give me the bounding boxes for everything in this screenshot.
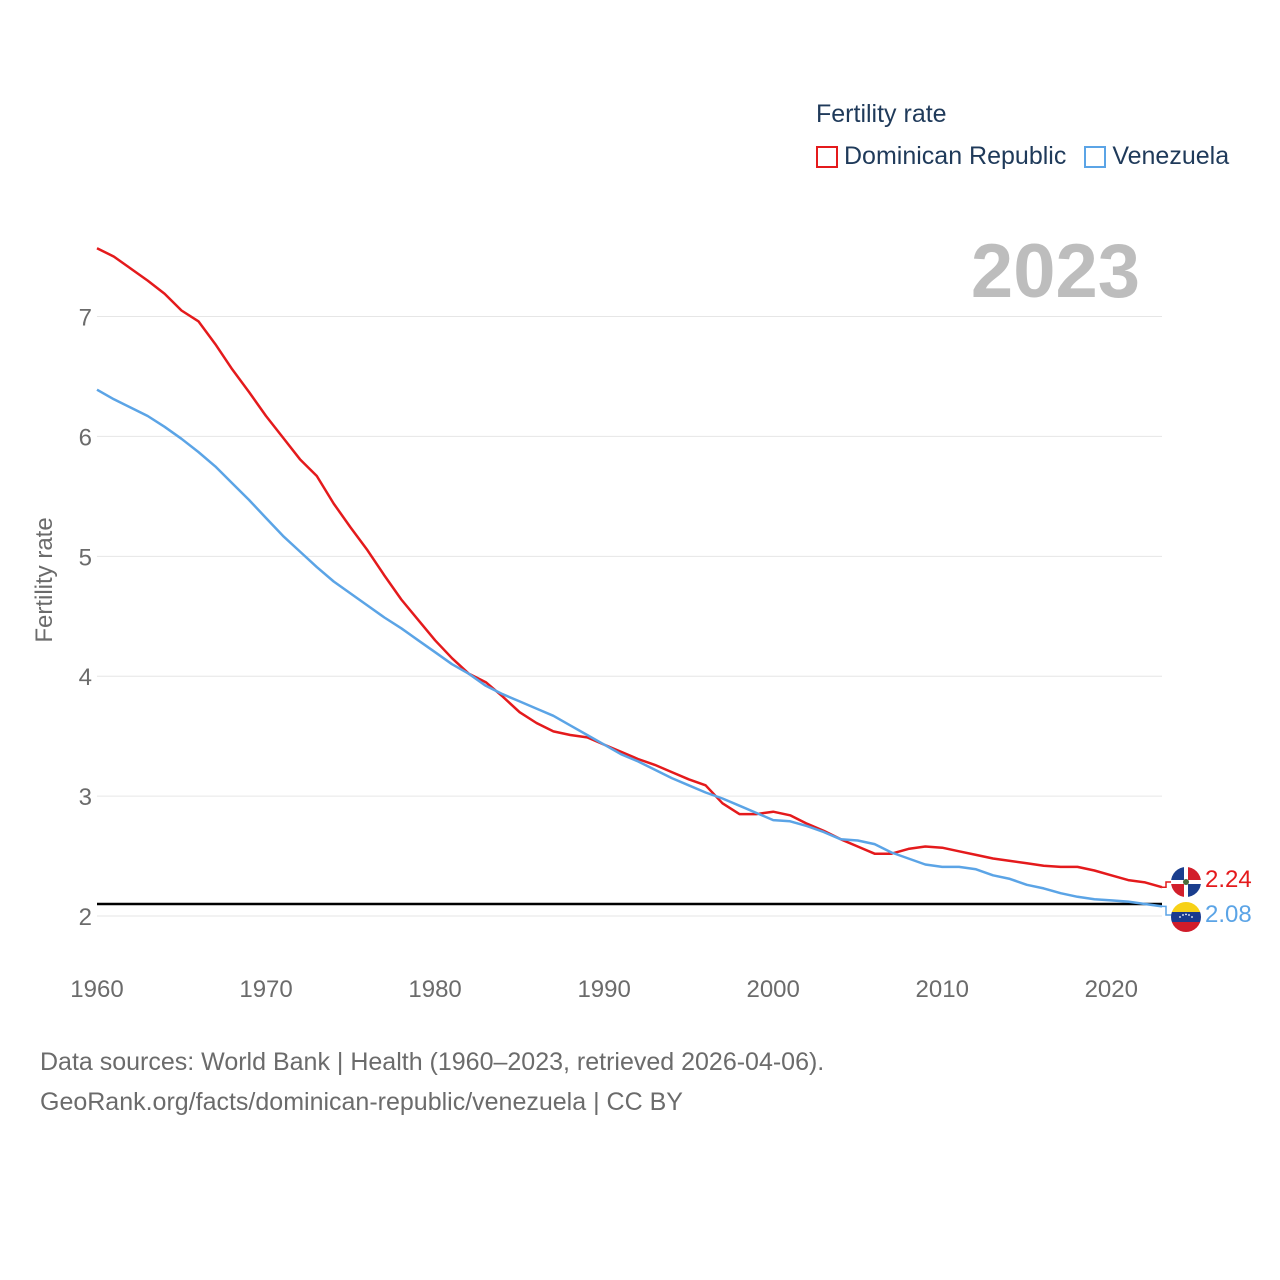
connector-dominican-republic [1162, 881, 1172, 888]
attribution-text: GeoRank.org/facts/dominican-republic/ven… [40, 1088, 683, 1116]
y-tick-label-4: 4 [79, 664, 92, 691]
y-axis-ticks: 2 3 4 5 6 7 [79, 305, 92, 931]
legend-item-venezuela[interactable]: Venezuela [1084, 142, 1229, 171]
connector-venezuela [1162, 905, 1172, 916]
venezuela-flag-icon [1171, 902, 1201, 932]
series-lines [96, 247, 1163, 908]
end-label-dominican-republic: 2.24 [1205, 866, 1252, 893]
y-tick-label-5: 5 [79, 544, 92, 571]
series-line-venezuela [96, 388, 1163, 908]
y-tick-label-6: 6 [79, 424, 92, 451]
x-tick-label-2000: 2000 [746, 976, 799, 1003]
end-connectors [1162, 881, 1172, 916]
grid-lines [97, 316, 1162, 917]
x-axis-ticks: 1960 1970 1980 1990 2000 2010 2020 [70, 976, 1138, 1003]
legend-swatch-dominican-republic [816, 145, 838, 168]
x-tick-label-2020: 2020 [1085, 976, 1138, 1003]
y-axis-label: Fertility rate [31, 517, 58, 642]
year-label: 2023 [970, 229, 1140, 314]
y-tick-label-7: 7 [79, 305, 92, 332]
legend: Dominican Republic Venezuela [816, 142, 1247, 171]
x-tick-label-1970: 1970 [239, 976, 292, 1003]
x-tick-label-1960: 1960 [70, 976, 123, 1003]
y-tick-label-3: 3 [79, 784, 92, 811]
legend-item-dominican-republic[interactable]: Dominican Republic [816, 142, 1066, 171]
legend-title: Fertility rate [816, 100, 947, 128]
series-line-dominican-republic [96, 247, 1163, 889]
footer: Data sources: World Bank | Health (1960–… [40, 1042, 824, 1122]
x-tick-label-1980: 1980 [408, 976, 461, 1003]
legend-swatch-venezuela [1084, 145, 1107, 168]
dominican-republic-flag-icon [1171, 867, 1201, 897]
legend-label-venezuela: Venezuela [1112, 142, 1230, 170]
data-sources-text: Data sources: World Bank | Health (1960–… [40, 1048, 825, 1076]
x-tick-label-1990: 1990 [577, 976, 630, 1003]
y-tick-label-2: 2 [79, 904, 92, 931]
x-tick-label-2010: 2010 [916, 976, 969, 1003]
end-label-venezuela: 2.08 [1205, 901, 1252, 928]
legend-label-dominican-republic: Dominican Republic [844, 142, 1067, 170]
